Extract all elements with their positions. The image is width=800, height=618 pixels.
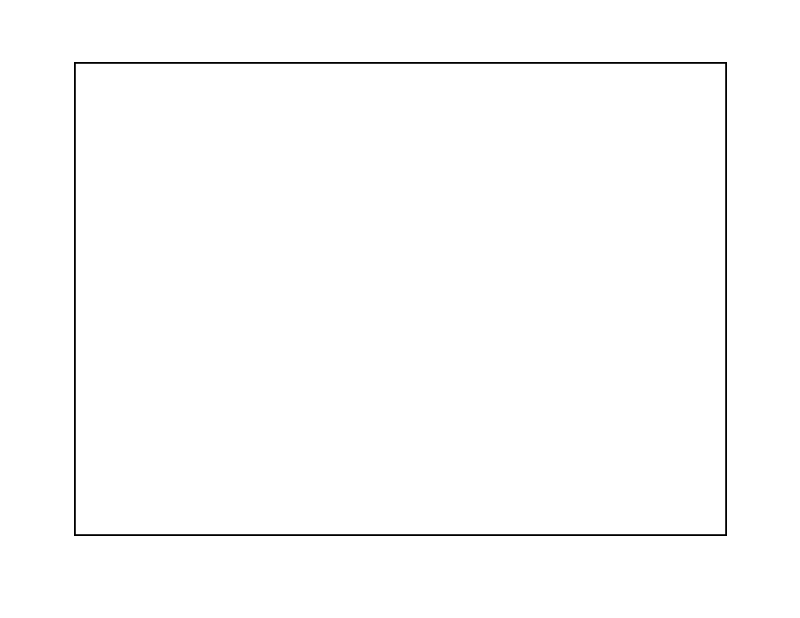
weather-chart-plot — [74, 62, 727, 536]
plot-frame — [74, 62, 727, 536]
contour-map-svg — [74, 62, 727, 536]
